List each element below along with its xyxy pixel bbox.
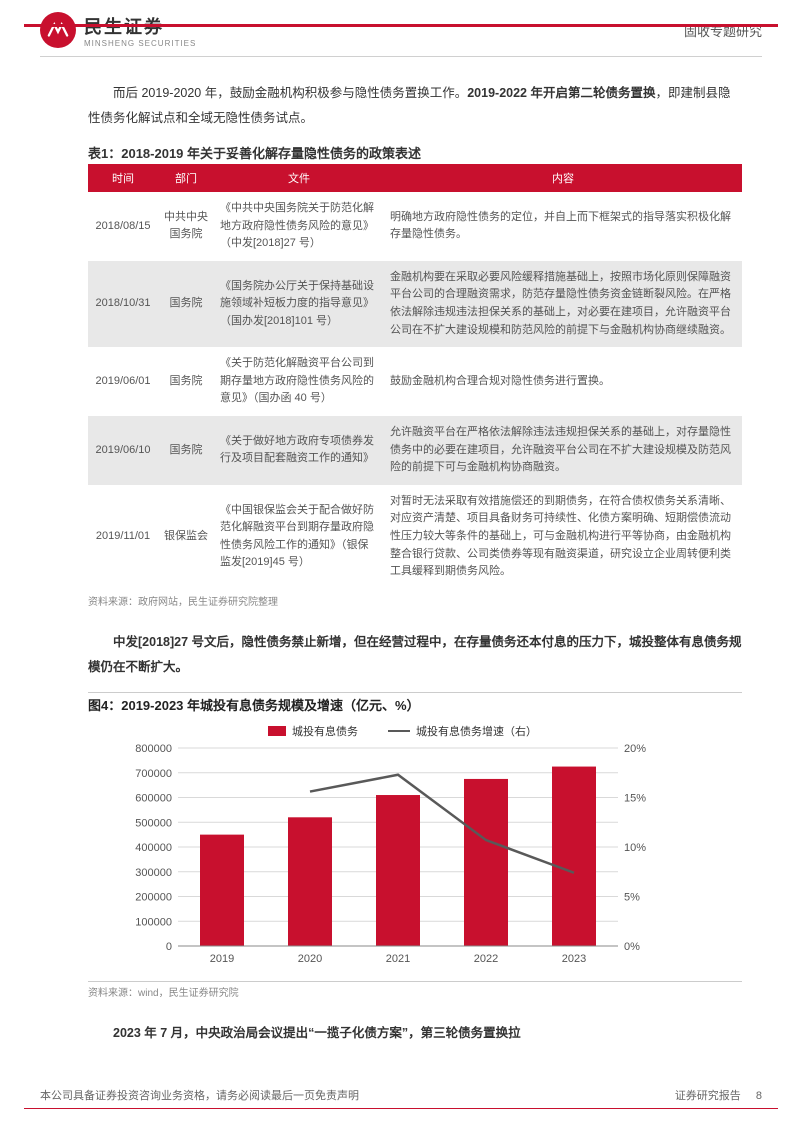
- footer-report-label: 证券研究报告: [675, 1090, 741, 1102]
- footer-disclaimer: 本公司具备证券投资咨询业务资格，请务必阅读最后一页免责声明: [40, 1087, 359, 1103]
- page-number: 8: [756, 1090, 762, 1102]
